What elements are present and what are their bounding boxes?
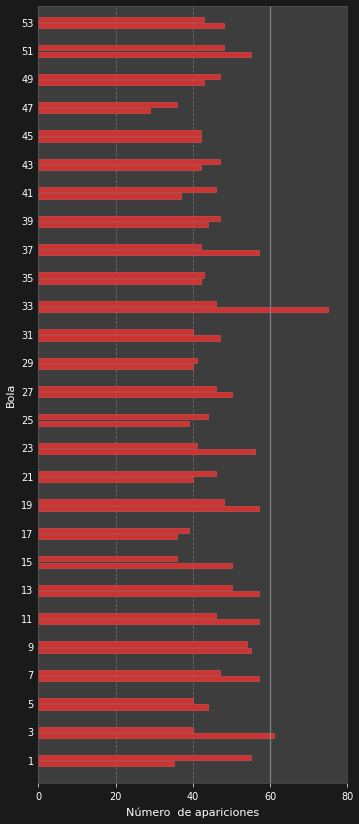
- Bar: [38, 449, 255, 454]
- Bar: [38, 273, 205, 278]
- Bar: [38, 563, 232, 568]
- Bar: [38, 307, 328, 312]
- Bar: [38, 676, 258, 681]
- Bar: [38, 358, 197, 363]
- Bar: [38, 442, 197, 447]
- Bar: [38, 477, 193, 483]
- Bar: [38, 73, 220, 79]
- Bar: [38, 108, 150, 114]
- Bar: [38, 130, 201, 136]
- Bar: [38, 620, 258, 625]
- Bar: [38, 591, 258, 596]
- Bar: [38, 23, 224, 28]
- Bar: [38, 187, 216, 192]
- Bar: [38, 670, 220, 675]
- Bar: [38, 761, 174, 766]
- Bar: [38, 414, 208, 419]
- Bar: [38, 471, 216, 476]
- Bar: [38, 102, 177, 107]
- Bar: [38, 534, 177, 539]
- Bar: [38, 698, 193, 704]
- Bar: [38, 705, 208, 709]
- Bar: [38, 52, 251, 57]
- Bar: [38, 45, 224, 50]
- Bar: [38, 279, 201, 283]
- Y-axis label: Bola: Bola: [5, 382, 15, 407]
- Bar: [38, 613, 216, 618]
- Bar: [38, 244, 201, 249]
- Bar: [38, 499, 224, 504]
- X-axis label: Número  de apariciones: Número de apariciones: [126, 808, 260, 818]
- Bar: [38, 329, 193, 335]
- Bar: [38, 585, 232, 590]
- Bar: [38, 137, 201, 142]
- Bar: [38, 727, 193, 732]
- Bar: [38, 222, 208, 227]
- Bar: [38, 335, 220, 340]
- Bar: [38, 528, 189, 533]
- Bar: [38, 648, 251, 653]
- Bar: [38, 165, 201, 171]
- Bar: [38, 194, 181, 199]
- Bar: [38, 159, 220, 164]
- Bar: [38, 17, 205, 22]
- Bar: [38, 80, 205, 85]
- Bar: [38, 392, 232, 397]
- Bar: [38, 386, 216, 391]
- Bar: [38, 506, 258, 511]
- Bar: [38, 301, 216, 306]
- Bar: [38, 641, 247, 647]
- Bar: [38, 755, 251, 760]
- Bar: [38, 420, 189, 426]
- Bar: [38, 556, 177, 561]
- Bar: [38, 733, 274, 738]
- Bar: [38, 216, 220, 221]
- Bar: [38, 250, 258, 255]
- Bar: [38, 364, 193, 369]
